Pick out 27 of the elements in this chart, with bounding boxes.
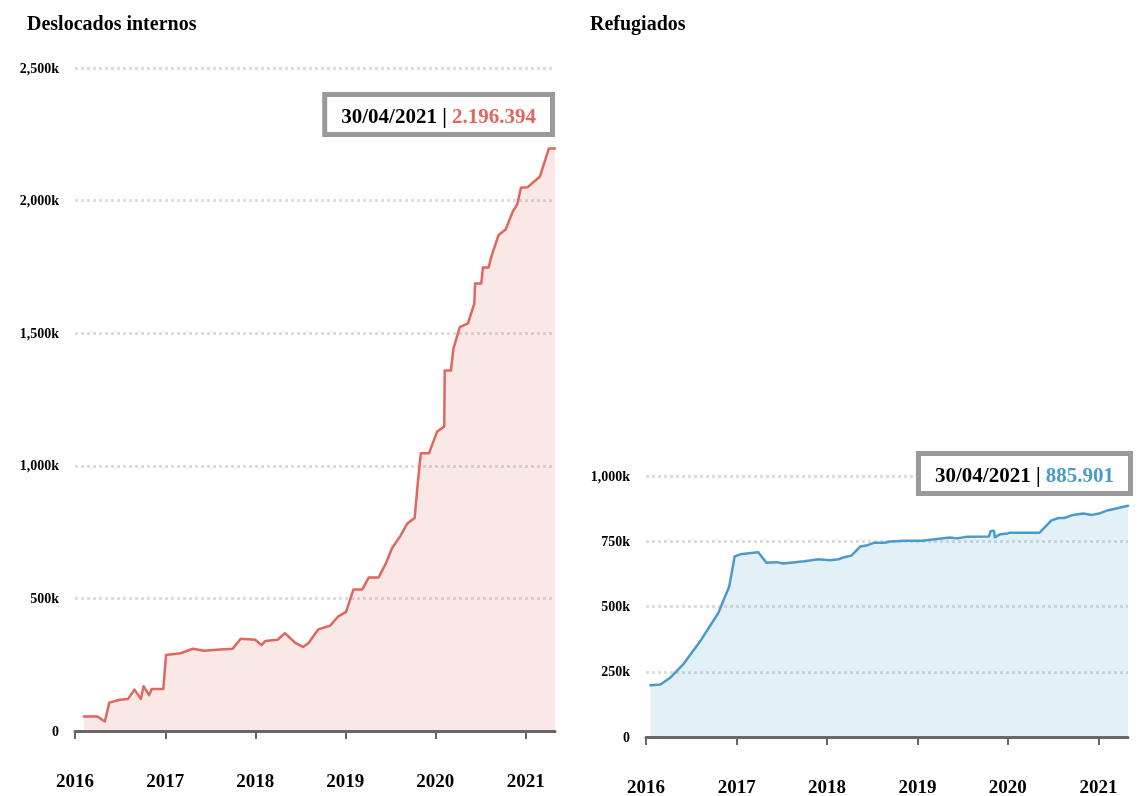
x-tick-label: 2021 [506, 770, 545, 791]
y-tick-label: 0 [52, 723, 59, 739]
x-tick-label: 2017 [146, 770, 185, 791]
y-tick-label: 2,500k [19, 60, 60, 76]
y-tick-label: 250k [601, 664, 631, 680]
chart-title: Deslocados internos [27, 12, 197, 34]
x-tick-label: 2018 [236, 770, 275, 791]
x-tick-label: 2020 [988, 776, 1027, 796]
x-tick-label: 2016 [56, 770, 94, 791]
y-tick-label: 0 [623, 729, 630, 745]
x-tick-label: 2017 [717, 776, 757, 796]
x-tick-label: 2016 [627, 776, 665, 796]
y-tick-label: 500k [30, 590, 60, 606]
annotation: 30/04/2021 | 885.901 [934, 462, 1114, 487]
y-tick-label: 1,000k [590, 468, 631, 484]
y-tick-label: 2,000k [19, 193, 60, 209]
y-tick-label: 1,000k [19, 458, 60, 474]
x-tick-label: 2019 [326, 770, 365, 791]
x-tick-label: 2021 [1079, 776, 1118, 796]
annotation: 30/04/2021 | 2.196.394 [341, 103, 537, 128]
x-tick-label: 2020 [416, 770, 455, 791]
y-tick-label: 750k [601, 533, 631, 549]
y-tick-label: 500k [601, 599, 631, 614]
x-tick-label: 2019 [898, 776, 937, 796]
x-tick-label: 2018 [808, 776, 847, 796]
chart-title: Refugiados [590, 12, 686, 35]
y-tick-label: 1,500k [19, 325, 60, 341]
